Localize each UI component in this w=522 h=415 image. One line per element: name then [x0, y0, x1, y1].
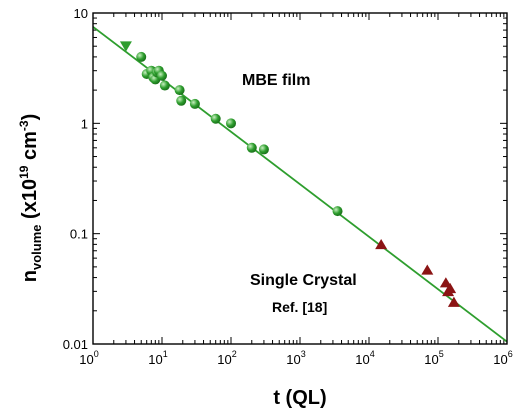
y-axis-title-exp: 19 — [17, 165, 31, 179]
x-tick-label: 103 — [286, 349, 305, 367]
data-point-single-crystal — [375, 238, 388, 250]
data-points — [119, 41, 460, 307]
data-point-single-crystal — [447, 296, 460, 307]
data-point-single-crystal — [439, 277, 452, 288]
annotation-mbe-film: MBE film — [242, 72, 310, 89]
annotation-ref: Ref. [18] — [272, 299, 327, 315]
data-point-mbe — [226, 118, 236, 129]
y-tick-label: 0.01 — [63, 337, 88, 352]
y-tick-label: 1 — [81, 116, 88, 131]
data-point-mbe-triangle — [119, 41, 132, 52]
data-point-mbe — [176, 95, 187, 106]
y-axis-title-unit-mid: cm — [19, 131, 41, 165]
y-axis-title-unit-open: (x10 — [19, 179, 41, 225]
data-point-mbe — [136, 51, 147, 62]
y-tick-label: 0.1 — [70, 227, 88, 242]
plot-frame — [92, 12, 508, 345]
y-axis-title-subscript: volume — [29, 225, 44, 271]
data-point-mbe — [174, 85, 185, 96]
data-point-single-crystal — [444, 282, 457, 294]
y-axis-title: nvolume (x1019 cm-3) — [17, 114, 44, 283]
x-axis-title: t (QL) — [273, 387, 326, 409]
data-point-mbe — [332, 206, 343, 217]
data-point-mbe — [189, 98, 200, 109]
x-tick-label: 101 — [148, 349, 167, 367]
x-tick-label: 105 — [424, 349, 443, 367]
data-point-mbe — [210, 113, 221, 124]
data-point-mbe — [258, 144, 269, 155]
data-point-mbe — [159, 80, 170, 91]
y-axis-title-symbol: n — [19, 270, 41, 282]
x-tick-label: 102 — [217, 349, 236, 367]
data-point-single-crystal — [421, 264, 434, 275]
y-axis-title-exp2: -3 — [17, 120, 31, 131]
data-point-mbe — [157, 70, 167, 81]
y-axis-title-unit-close: ) — [19, 114, 41, 121]
x-tick-label: 100 — [79, 349, 98, 367]
x-tick-label: 104 — [355, 349, 374, 367]
data-point-mbe — [246, 142, 257, 153]
y-tick-label: 10 — [74, 6, 88, 21]
annotation-single-crystal: Single Crystal — [250, 272, 357, 289]
x-tick-label: 106 — [493, 349, 512, 367]
